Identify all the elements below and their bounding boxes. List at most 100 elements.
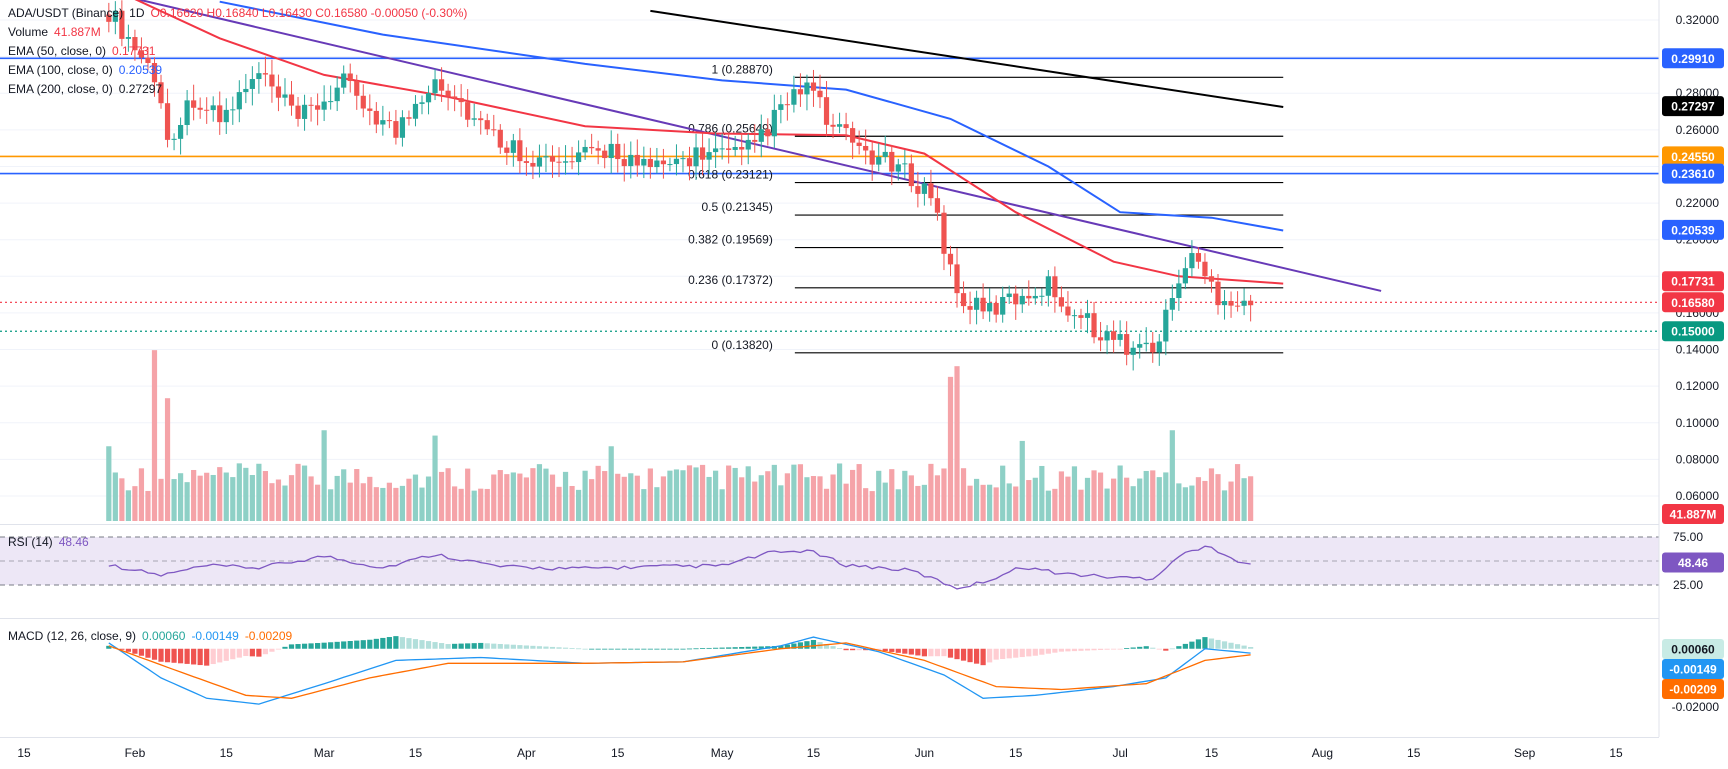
price-badge-bg — [1662, 163, 1724, 184]
interval-label[interactable]: 1D — [129, 6, 145, 20]
candle-body — [164, 103, 171, 140]
candle-body — [693, 147, 699, 167]
volume-bar — [204, 472, 210, 521]
candle-body — [791, 89, 797, 105]
volume-bar — [301, 465, 308, 521]
time-axis-label: Sep — [1514, 746, 1536, 760]
macd-histogram-bar — [197, 648, 203, 666]
macd-badge: -0.00209 — [1669, 683, 1717, 697]
macd-histogram-bar — [491, 643, 497, 649]
fib-level-label: 0.5 (0.21345) — [701, 200, 772, 214]
volume-bar — [1195, 477, 1202, 521]
volume-bar — [132, 486, 138, 521]
macd-histogram-bar — [1032, 648, 1038, 656]
candle-body — [1195, 253, 1202, 262]
macd-histogram-bar — [928, 648, 934, 657]
macd-histogram-bar — [164, 648, 171, 663]
volume-bar — [510, 472, 516, 521]
volume-bar — [445, 468, 451, 521]
volume-bar — [334, 475, 340, 521]
macd-legend-hist: 0.00060 — [142, 629, 186, 643]
volume-bar — [197, 475, 203, 521]
macd-histogram-bar — [393, 636, 399, 649]
volume-bar — [354, 469, 360, 521]
macd-histogram-bar — [1248, 647, 1254, 649]
time-axis-label: Apr — [517, 746, 536, 760]
volume-bar — [1130, 486, 1136, 521]
macd-histogram-bar — [380, 637, 386, 649]
candle-body — [1182, 268, 1188, 284]
volume-bar — [1084, 477, 1091, 521]
macd-histogram-bar — [125, 648, 131, 652]
macd-histogram-bar — [628, 648, 634, 650]
candle-body — [543, 156, 549, 158]
candle-body — [1006, 293, 1012, 298]
macd-histogram-bar — [660, 648, 667, 650]
volume-bar — [1248, 476, 1254, 521]
volume-bar — [706, 476, 712, 521]
volume-bar — [458, 488, 464, 521]
volume-bar — [373, 487, 379, 521]
candle-body — [980, 297, 986, 312]
rsi-macd-separator[interactable] — [0, 618, 1659, 619]
volume-bar — [921, 484, 927, 521]
candle-body — [615, 143, 621, 160]
macd-histogram-bar — [752, 646, 758, 649]
volume-legend-label[interactable]: Volume — [8, 25, 49, 39]
candle-body — [406, 117, 412, 119]
ema200-line — [650, 9, 1284, 108]
candle-body — [438, 79, 445, 91]
volume-bar — [386, 482, 392, 521]
volume-bar — [589, 479, 595, 521]
candle-body — [288, 94, 295, 106]
volume-bar — [1228, 481, 1234, 521]
candle-body — [334, 87, 340, 102]
candle-body — [491, 129, 497, 131]
volume-bar — [1058, 471, 1065, 521]
candle-body — [1241, 300, 1247, 306]
candle-body — [445, 90, 451, 97]
ema50-legend-label[interactable]: EMA (50, close, 0) — [8, 44, 107, 58]
symbol-name[interactable]: ADA/USDT (Binance) — [8, 6, 124, 20]
volume-bar — [282, 485, 288, 521]
macd-histogram-bar — [151, 648, 158, 660]
macd-histogram-bar — [1006, 648, 1012, 659]
macd-legend-label[interactable]: MACD (12, 26, close, 9) — [8, 629, 137, 643]
time-axis-label: Jun — [915, 746, 934, 760]
candle-body — [373, 110, 379, 125]
candle-body — [830, 124, 836, 127]
candle-body — [1208, 276, 1215, 282]
volume-bar — [236, 463, 242, 521]
ema200-legend-label[interactable]: EMA (200, close, 0) — [8, 82, 113, 96]
volume-bar — [863, 488, 869, 521]
volume-bar — [993, 487, 999, 521]
candle-body — [1111, 331, 1117, 340]
macd-histogram-bar — [1130, 647, 1136, 649]
volume-bar — [752, 481, 758, 521]
macd-histogram-bar — [184, 648, 190, 664]
macd-histogram-bar — [484, 643, 490, 649]
macd-histogram-bar — [810, 640, 817, 649]
ema100-legend-label[interactable]: EMA (100, close, 0) — [8, 63, 113, 77]
rsi-legend-label[interactable]: RSI (14) — [8, 535, 53, 549]
volume-bar — [973, 478, 980, 521]
macd-histogram-bar — [797, 642, 804, 649]
volume-bar — [1169, 430, 1175, 521]
candle-body — [549, 156, 556, 162]
volume-bar — [275, 479, 282, 521]
macd-histogram-bar — [1241, 645, 1247, 649]
macd-histogram-bar — [106, 645, 112, 649]
macd-histogram-bar — [693, 648, 699, 650]
volume-bar — [882, 482, 888, 521]
macd-histogram-bar — [947, 648, 954, 658]
macd-histogram-bar — [575, 648, 582, 650]
candle-body — [1019, 295, 1025, 305]
candle-body — [1234, 305, 1241, 307]
candle-body — [1052, 276, 1058, 298]
volume-bar — [295, 463, 301, 521]
macd-histogram-bar — [412, 639, 419, 649]
candle-body — [295, 105, 301, 119]
volume-bar — [412, 474, 419, 521]
price-rsi-separator[interactable] — [0, 524, 1659, 525]
